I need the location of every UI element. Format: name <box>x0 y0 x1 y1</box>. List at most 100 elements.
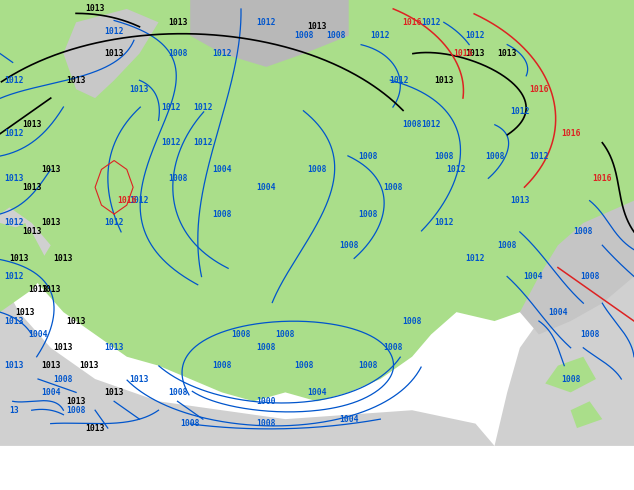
Text: 1008: 1008 <box>295 31 314 40</box>
Text: 1008: 1008 <box>181 419 200 428</box>
Text: 1013: 1013 <box>41 361 60 370</box>
Text: 1013: 1013 <box>105 388 124 397</box>
Text: 1008: 1008 <box>212 361 231 370</box>
Polygon shape <box>63 9 158 98</box>
Polygon shape <box>545 357 596 392</box>
Polygon shape <box>190 0 349 67</box>
Text: 1008: 1008 <box>168 174 187 183</box>
Polygon shape <box>0 0 634 401</box>
Text: 1008: 1008 <box>580 330 599 339</box>
Text: 1016: 1016 <box>529 85 548 94</box>
Text: 1012: 1012 <box>4 76 23 85</box>
Text: 1004: 1004 <box>548 308 567 317</box>
Text: 1016: 1016 <box>453 49 472 58</box>
Text: 1004: 1004 <box>257 183 276 192</box>
Polygon shape <box>571 401 602 428</box>
Text: 1012: 1012 <box>193 138 212 147</box>
Polygon shape <box>6 223 32 259</box>
Text: 1004: 1004 <box>29 330 48 339</box>
Text: 1016: 1016 <box>593 174 612 183</box>
Text: 1016: 1016 <box>117 196 136 205</box>
Text: 1004: 1004 <box>523 272 542 281</box>
Text: 1013: 1013 <box>16 308 35 317</box>
Text: 1008: 1008 <box>257 343 276 352</box>
Text: 1008: 1008 <box>384 343 403 352</box>
Text: 1013: 1013 <box>434 76 453 85</box>
Text: 1008: 1008 <box>168 388 187 397</box>
Text: 1008: 1008 <box>358 210 377 219</box>
Text: 1008: 1008 <box>403 121 422 129</box>
Text: 1012: 1012 <box>212 49 231 58</box>
Text: 1008: 1008 <box>327 31 346 40</box>
Text: 1013: 1013 <box>130 85 149 94</box>
Text: 1008: 1008 <box>561 374 580 384</box>
Polygon shape <box>520 201 634 334</box>
Text: 1013: 1013 <box>4 361 23 370</box>
Text: 1004: 1004 <box>212 165 231 174</box>
Text: 1012: 1012 <box>4 272 23 281</box>
Polygon shape <box>0 178 19 214</box>
Text: 1012: 1012 <box>257 18 276 27</box>
Text: 1012: 1012 <box>162 138 181 147</box>
Text: 1013: 1013 <box>22 121 41 129</box>
Text: 1008: 1008 <box>168 49 187 58</box>
Text: 1012: 1012 <box>193 102 212 112</box>
Text: 1012: 1012 <box>162 102 181 112</box>
Text: 1013: 1013 <box>168 18 187 27</box>
Text: 1013: 1013 <box>510 196 529 205</box>
Text: 1013: 1013 <box>67 76 86 85</box>
Text: 1008: 1008 <box>54 374 73 384</box>
Text: 1000: 1000 <box>257 397 276 406</box>
Text: 1004: 1004 <box>41 388 60 397</box>
Text: 1012: 1012 <box>105 219 124 227</box>
Text: 1008: 1008 <box>384 183 403 192</box>
Text: 1013: 1013 <box>498 49 517 58</box>
Text: 1013: 1013 <box>86 4 105 13</box>
Text: 1013: 1013 <box>105 343 124 352</box>
Text: 1012: 1012 <box>529 151 548 161</box>
Text: 1013: 1013 <box>10 254 29 263</box>
Text: 1008: 1008 <box>295 361 314 370</box>
Text: 1008: 1008 <box>212 210 231 219</box>
Text: 1012: 1012 <box>4 219 23 227</box>
Text: 1008: 1008 <box>257 419 276 428</box>
Text: 1013: 1013 <box>307 22 327 31</box>
Text: 1004: 1004 <box>307 388 327 397</box>
Text: Th 13-06-2024 15:00 UTC (00+39): Th 13-06-2024 15:00 UTC (00+39) <box>380 455 628 468</box>
Polygon shape <box>495 245 634 446</box>
Text: 1012: 1012 <box>466 31 485 40</box>
Text: Surface pressure [hPa] ECMWF: Surface pressure [hPa] ECMWF <box>6 455 230 468</box>
Text: 1013: 1013 <box>4 174 23 183</box>
Text: 1012: 1012 <box>390 76 409 85</box>
Text: 1008: 1008 <box>498 241 517 250</box>
Text: 1016: 1016 <box>561 129 580 138</box>
Text: 13: 13 <box>9 406 19 415</box>
Text: 1008: 1008 <box>276 330 295 339</box>
Text: 1008: 1008 <box>358 151 377 161</box>
Text: 1012: 1012 <box>130 196 149 205</box>
Text: 1008: 1008 <box>358 361 377 370</box>
Text: 1012: 1012 <box>510 107 529 116</box>
Text: 1012: 1012 <box>434 219 453 227</box>
Text: 1008: 1008 <box>580 272 599 281</box>
Text: 1008: 1008 <box>307 165 327 174</box>
Text: 1013: 1013 <box>67 397 86 406</box>
Text: 1013: 1013 <box>79 361 98 370</box>
Text: 1008: 1008 <box>485 151 504 161</box>
Text: 1013: 1013 <box>4 317 23 325</box>
Text: 1012: 1012 <box>447 165 466 174</box>
Text: 1008: 1008 <box>574 227 593 236</box>
Text: 1013: 1013 <box>22 227 41 236</box>
Polygon shape <box>0 223 51 312</box>
Text: 1004: 1004 <box>339 415 358 424</box>
Text: 1008: 1008 <box>403 317 422 325</box>
Text: ©weatheronline.co.uk: ©weatheronline.co.uk <box>485 477 628 490</box>
Text: 1013: 1013 <box>41 285 60 294</box>
Text: 1008: 1008 <box>434 151 453 161</box>
Text: 1012: 1012 <box>371 31 390 40</box>
Text: 1016: 1016 <box>403 18 422 27</box>
Text: 1008: 1008 <box>339 241 358 250</box>
Text: 1013: 1013 <box>466 49 485 58</box>
Text: 1012: 1012 <box>466 254 485 263</box>
Text: 1013: 1013 <box>41 219 60 227</box>
